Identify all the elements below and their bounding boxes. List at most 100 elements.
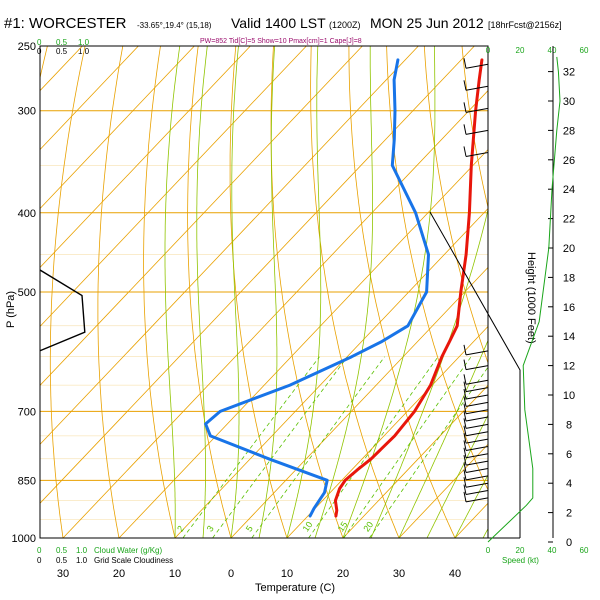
isotherm--20 xyxy=(118,148,488,538)
pressure-tick-400: 400 xyxy=(18,208,36,220)
wind-bottom-tick-20: 20 xyxy=(516,546,525,555)
isotherm--10 xyxy=(174,207,488,538)
wind-barb-flag-22 xyxy=(463,484,467,495)
pressure-tick-250: 250 xyxy=(18,41,36,53)
wind-barb-17 xyxy=(465,453,489,459)
mixing-line-3 xyxy=(212,356,348,538)
bottom-scale: 0 0.5 1.0 Cloud Water (g/Kg) 0 0.5 1.0 G… xyxy=(37,546,173,565)
mixing-ratio-labels: 2 3 5 10 15 20 xyxy=(175,520,375,534)
wind-top-tick-20: 20 xyxy=(516,46,525,55)
height-tick-18: 18 xyxy=(563,272,575,284)
height-tick-24: 24 xyxy=(563,184,575,196)
isotherm--80 xyxy=(40,46,251,269)
dry-adiabat-90 xyxy=(535,32,600,556)
moist-adiabat--10 xyxy=(164,46,181,538)
wind-bottom-tick-60: 60 xyxy=(580,546,589,555)
mixing-line-10 xyxy=(308,356,439,538)
height-tick-20: 20 xyxy=(563,243,575,255)
height-tick-4: 4 xyxy=(566,478,572,490)
wind-barb-flag-0 xyxy=(463,58,467,69)
height-tick-32: 32 xyxy=(563,67,575,79)
pressure-axis: 250 300 400 500 700 850 1000 xyxy=(12,41,36,545)
title-valid: Valid 1400 LST xyxy=(231,15,326,31)
wind-barb-flag-14 xyxy=(463,425,467,436)
wind-barb-flag-17 xyxy=(463,447,467,458)
mixing-line-2 xyxy=(182,356,320,538)
height-tick-16: 16 xyxy=(563,302,575,314)
moist-adiabat-0 xyxy=(230,46,240,538)
moist-adiabat-15 xyxy=(314,46,374,538)
height-tick-30: 30 xyxy=(563,96,575,108)
height-tick-22: 22 xyxy=(563,214,575,226)
isotherm-10 xyxy=(286,325,488,538)
wind-barb-19 xyxy=(465,468,489,473)
dry-adiabat-40 xyxy=(348,46,456,538)
wind-barb-flag-5 xyxy=(463,344,467,355)
wind-barb-12 xyxy=(465,416,489,422)
wind-barb-0 xyxy=(465,63,489,69)
mixing-label-3: 3 xyxy=(205,524,216,534)
wind-barb-flag-10 xyxy=(463,396,467,407)
grid-scale-tick-05: 0.5 xyxy=(56,47,68,56)
moist-adiabat-5 xyxy=(258,46,278,538)
y-axis-title: P (hPa) xyxy=(5,291,17,328)
wind-barb-flag-19 xyxy=(463,462,467,473)
isotherm--60 xyxy=(40,46,363,386)
height-tick-14: 14 xyxy=(563,331,575,343)
wind-barb-1 xyxy=(465,85,489,91)
dry-adiabat-70 xyxy=(461,46,488,209)
mixing-line-20 xyxy=(369,366,488,538)
dry-adiabats xyxy=(40,32,600,556)
wind-barb-flag-1 xyxy=(463,80,467,91)
wind-top-tick-0: 0 xyxy=(486,46,491,55)
isotherm--40 xyxy=(40,46,475,504)
height-tick-12: 12 xyxy=(563,361,575,373)
cloud-water-tick-1: 1.0 xyxy=(78,38,90,47)
temp-tick-4: 10 xyxy=(281,568,293,580)
dry-adiabat-20 xyxy=(270,46,344,538)
wind-axis-title: Speed (kt) xyxy=(502,556,539,565)
isotherm-label-2: 10 xyxy=(563,224,584,245)
wind-barb-flag-9 xyxy=(463,388,467,400)
wind-barb-flag-18 xyxy=(463,455,467,466)
dry-adiabat--20 xyxy=(97,46,124,538)
bottom-grid-tick-05: 0.5 xyxy=(56,556,68,565)
isotherm--50 xyxy=(40,46,419,445)
moist-adiabat-25 xyxy=(370,207,488,538)
height-tick-0: 0 xyxy=(566,537,572,549)
wind-panel: 0 20 40 60 0 20 40 60 024681012141618202224262… xyxy=(463,46,589,565)
wind-barb-2 xyxy=(465,107,489,113)
wind-barb-15 xyxy=(465,438,489,444)
title-date: MON 25 Jun 2012 xyxy=(370,15,484,31)
temperature-axis: 30 20 10 0 10 20 30 40 xyxy=(57,568,461,580)
wind-speed-axis-bottom: 0 20 40 60 xyxy=(486,546,589,555)
height-tick-8: 8 xyxy=(566,419,572,431)
pressure-tick-1000: 1000 xyxy=(12,533,36,545)
mixing-label-5: 5 xyxy=(244,524,255,534)
temp-tick-2: 10 xyxy=(169,568,181,580)
bottom-cloud-water-tick-0: 0 xyxy=(37,546,42,555)
wind-top-tick-60: 60 xyxy=(580,46,589,55)
pressure-tick-700: 700 xyxy=(18,406,36,418)
mixing-label-10: 10 xyxy=(301,520,315,534)
pressure-tick-300: 300 xyxy=(18,106,36,118)
wind-barb-11 xyxy=(465,409,489,415)
wind-barb-flag-15 xyxy=(463,433,467,444)
height-tick-28: 28 xyxy=(563,125,575,137)
temp-tick-5: 20 xyxy=(337,568,349,580)
wind-barbs xyxy=(463,58,489,503)
bottom-cloud-water-tick-05: 0.5 xyxy=(56,546,68,555)
wind-barb-3 xyxy=(465,129,489,135)
moist-adiabat--5 xyxy=(196,46,208,538)
wind-barb-10 xyxy=(465,401,489,407)
wind-barb-flag-13 xyxy=(463,418,467,429)
wind-barb-flag-3 xyxy=(463,124,467,135)
isotherm--90 xyxy=(40,46,195,210)
bottom-grid-tick-0: 0 xyxy=(37,556,42,565)
wind-barb-flag-16 xyxy=(463,440,467,451)
wind-barb-22 xyxy=(465,490,489,496)
indices-line: PW=852 Tid[C]=5 Show=10 Pmax[cm]=1 Cape[… xyxy=(200,38,362,45)
